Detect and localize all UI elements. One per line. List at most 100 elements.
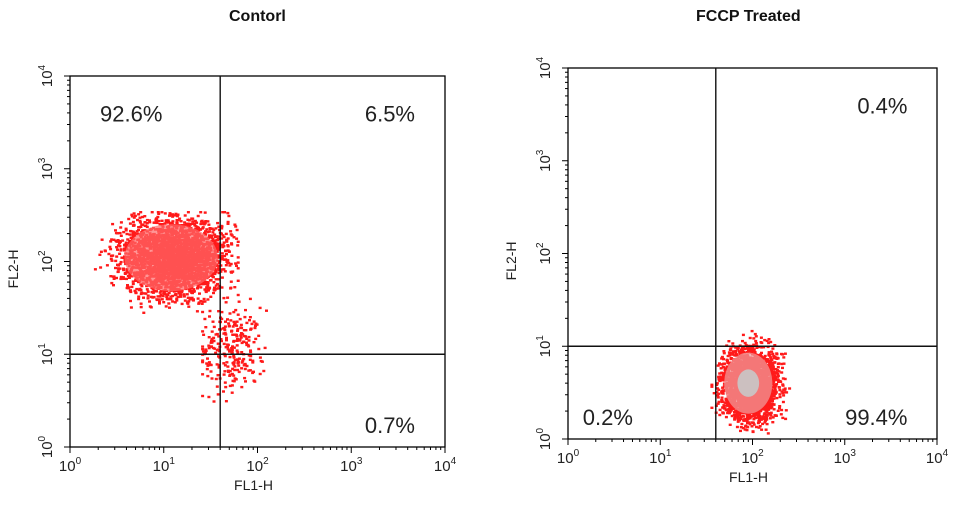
data-point bbox=[247, 345, 251, 348]
data-point bbox=[781, 353, 785, 356]
data-point bbox=[733, 417, 737, 420]
data-point bbox=[93, 268, 97, 271]
data-point bbox=[138, 221, 142, 224]
data-point bbox=[109, 257, 113, 261]
data-point bbox=[175, 222, 179, 225]
data-point bbox=[226, 296, 230, 299]
data-point bbox=[139, 225, 143, 228]
data-point bbox=[748, 423, 752, 426]
data-point bbox=[766, 400, 770, 404]
data-point bbox=[240, 367, 244, 370]
data-point bbox=[128, 274, 132, 277]
data-point bbox=[191, 217, 195, 220]
data-point bbox=[137, 213, 141, 216]
data-point bbox=[731, 405, 735, 408]
data-point bbox=[176, 219, 180, 222]
data-point bbox=[771, 421, 775, 424]
data-point bbox=[224, 258, 228, 261]
data-point bbox=[755, 346, 759, 349]
data-point bbox=[116, 232, 119, 235]
data-point bbox=[217, 310, 221, 313]
data-point bbox=[772, 408, 776, 411]
data-point bbox=[739, 417, 743, 421]
data-point bbox=[225, 336, 228, 340]
data-point bbox=[145, 288, 149, 291]
data-point bbox=[756, 421, 760, 425]
data-point bbox=[208, 227, 212, 231]
data-point bbox=[194, 225, 198, 228]
data-point bbox=[165, 289, 169, 293]
data-point bbox=[216, 342, 220, 345]
data-point bbox=[722, 357, 725, 361]
data-point bbox=[136, 232, 140, 236]
data-point bbox=[206, 220, 210, 223]
data-point bbox=[235, 335, 239, 338]
data-point bbox=[746, 416, 749, 419]
data-point bbox=[139, 211, 143, 214]
data-point bbox=[780, 408, 784, 412]
data-point bbox=[208, 363, 212, 366]
data-point bbox=[254, 324, 257, 327]
data-point bbox=[107, 252, 111, 256]
data-point bbox=[234, 262, 238, 265]
data-point bbox=[120, 256, 124, 259]
data-point bbox=[772, 379, 776, 382]
data-point bbox=[135, 230, 139, 233]
data-point bbox=[722, 350, 726, 353]
data-point bbox=[151, 287, 155, 291]
data-point bbox=[175, 299, 179, 302]
data-point bbox=[716, 396, 720, 399]
data-point bbox=[167, 302, 171, 305]
data-point bbox=[205, 367, 209, 371]
data-point bbox=[212, 400, 216, 403]
data-point bbox=[214, 377, 218, 381]
data-point bbox=[128, 289, 132, 292]
data-point bbox=[154, 220, 158, 223]
data-point bbox=[233, 322, 237, 325]
data-point bbox=[718, 413, 722, 417]
data-point bbox=[245, 321, 249, 325]
data-point bbox=[241, 359, 245, 362]
data-point bbox=[201, 359, 205, 362]
data-point bbox=[225, 260, 229, 263]
data-point bbox=[115, 240, 119, 243]
data-point bbox=[728, 348, 732, 352]
data-point bbox=[226, 343, 230, 347]
contorl-scatter-plot: 100 101 102 103 104100101102103104FL1-HFL2-H… bbox=[5, 64, 457, 493]
data-point bbox=[133, 214, 137, 218]
data-point bbox=[208, 235, 212, 239]
data-point bbox=[118, 262, 122, 266]
data-point bbox=[213, 244, 217, 248]
data-point bbox=[244, 329, 248, 332]
data-point bbox=[232, 356, 236, 359]
data-point bbox=[214, 351, 218, 355]
data-point bbox=[126, 287, 130, 290]
data-point bbox=[224, 249, 228, 253]
data-point bbox=[100, 238, 104, 241]
data-point bbox=[212, 325, 216, 329]
x-tick-label: 103 bbox=[340, 456, 363, 475]
data-point bbox=[748, 346, 752, 349]
data-point bbox=[164, 305, 168, 308]
data-point bbox=[771, 416, 775, 419]
data-point bbox=[230, 384, 234, 387]
data-point bbox=[129, 229, 132, 233]
data-point bbox=[203, 211, 207, 214]
data-point bbox=[771, 365, 775, 369]
data-point bbox=[720, 357, 724, 360]
data-point bbox=[170, 222, 174, 225]
data-point bbox=[747, 414, 751, 418]
data-point bbox=[258, 306, 262, 310]
data-point bbox=[185, 301, 189, 304]
data-point bbox=[745, 347, 749, 350]
data-point bbox=[133, 232, 137, 235]
data-point bbox=[177, 292, 181, 295]
data-point bbox=[229, 287, 233, 290]
data-point bbox=[251, 359, 255, 362]
data-point bbox=[727, 361, 731, 365]
data-point bbox=[162, 292, 166, 295]
data-point bbox=[209, 278, 213, 282]
data-point bbox=[165, 221, 169, 224]
data-point bbox=[768, 399, 771, 402]
data-point bbox=[731, 350, 735, 353]
